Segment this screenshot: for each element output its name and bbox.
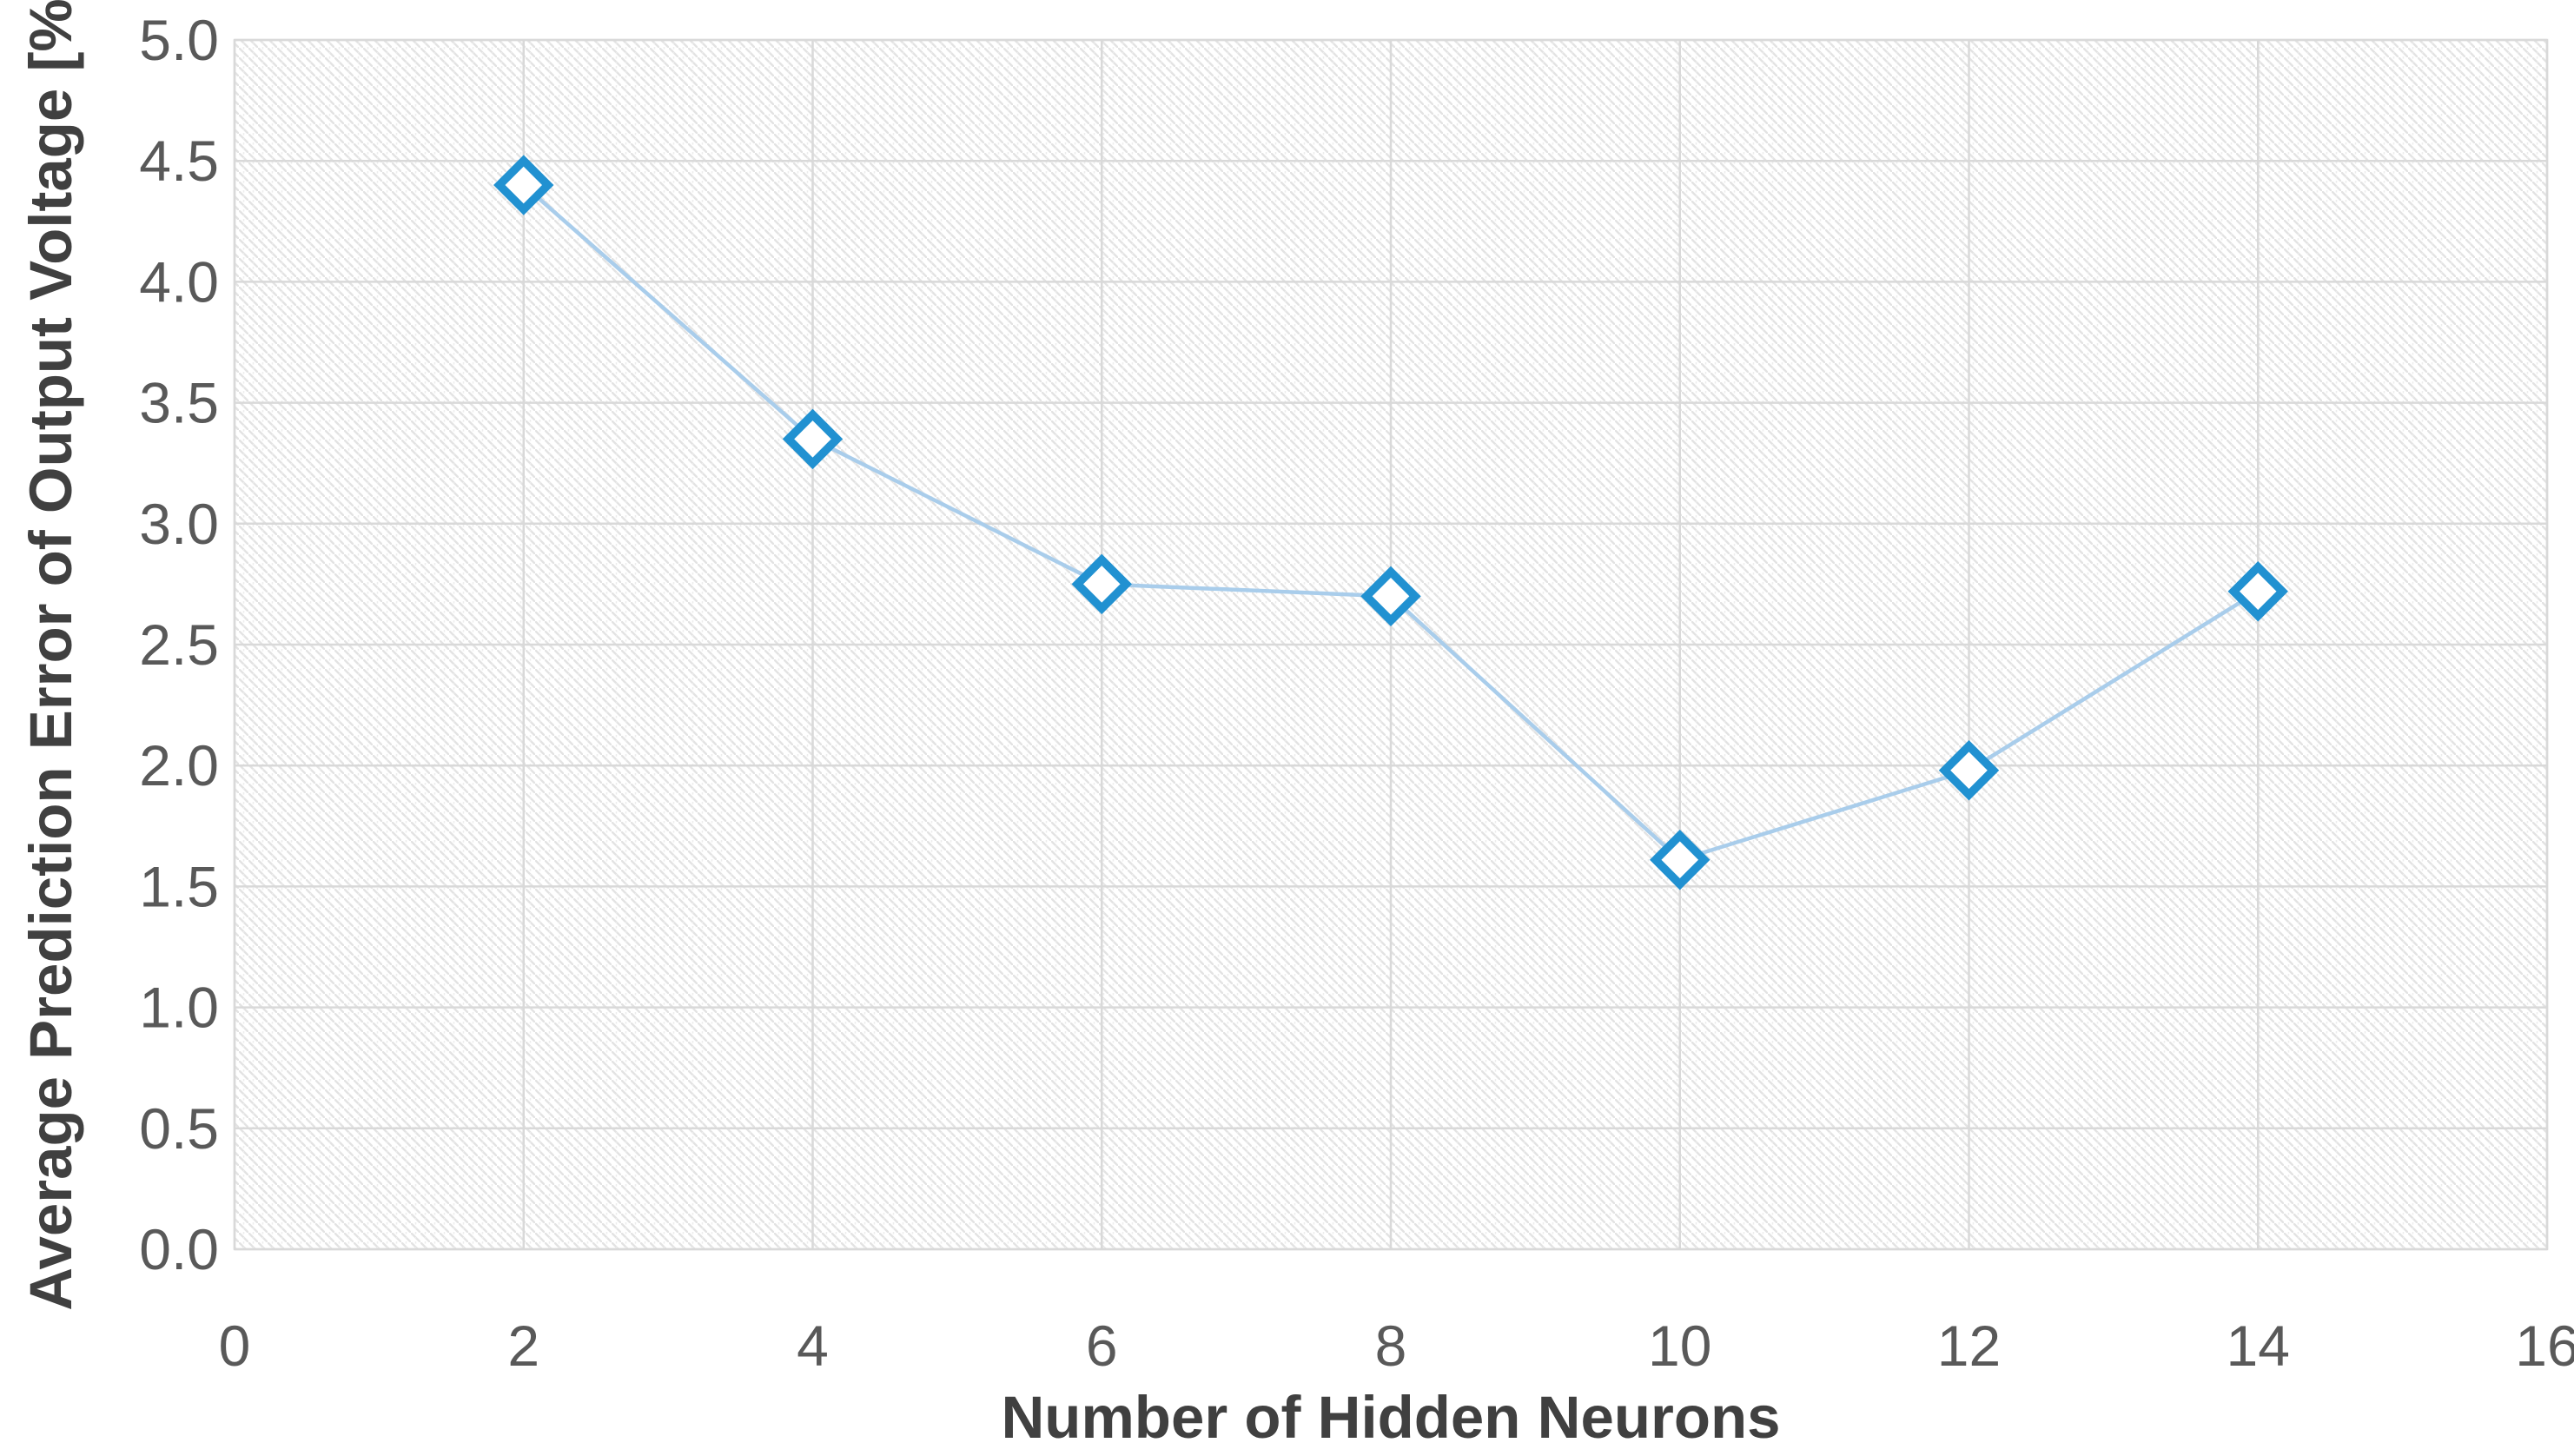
y-tick-label: 3.5	[139, 371, 219, 435]
data-point-marker	[1650, 830, 1710, 890]
data-point-marker	[782, 408, 844, 470]
y-tick-label: 0.0	[139, 1217, 219, 1281]
y-tick-label: 4.0	[139, 249, 219, 314]
x-axis-title: Number of Hidden Neurons	[1001, 1384, 1780, 1451]
x-tick-label: 16	[2515, 1314, 2574, 1378]
y-tick-label: 3.0	[139, 492, 219, 556]
y-tick-label: 1.0	[139, 976, 219, 1040]
y-axis-tick-labels: 0.0 0.5 1.0 1.5 2.0 2.5 3.0 3.5 4.0 4.5 5.0	[139, 8, 219, 1281]
x-tick-label: 10	[1648, 1314, 1711, 1378]
y-tick-label: 2.0	[139, 733, 219, 797]
data-point-marker	[1071, 553, 1132, 615]
x-tick-label: 2	[507, 1314, 539, 1378]
data-point-marker	[1938, 740, 2000, 801]
x-tick-label: 4	[797, 1314, 829, 1378]
data-point-marker	[1360, 566, 1421, 627]
x-tick-label: 14	[2227, 1314, 2290, 1378]
y-tick-label: 2.5	[139, 612, 219, 677]
x-tick-label: 0	[219, 1314, 251, 1378]
data-point-marker	[2227, 561, 2288, 622]
series-marker-group	[493, 155, 2288, 890]
y-tick-label: 5.0	[139, 8, 219, 72]
y-tick-label: 1.5	[139, 854, 219, 918]
x-axis-tick-labels: 0 2 4 6 8 10 12 14 16	[219, 1314, 2574, 1378]
x-tick-label: 12	[1937, 1314, 2001, 1378]
data-point-marker	[493, 155, 554, 215]
x-tick-label: 6	[1086, 1314, 1118, 1378]
y-tick-label: 4.5	[139, 129, 219, 193]
y-axis-title: Average Prediction Error of Output Volta…	[17, 0, 84, 1311]
x-tick-label: 8	[1375, 1314, 1407, 1378]
gridlines	[233, 38, 2549, 1251]
y-tick-label: 0.5	[139, 1096, 219, 1161]
